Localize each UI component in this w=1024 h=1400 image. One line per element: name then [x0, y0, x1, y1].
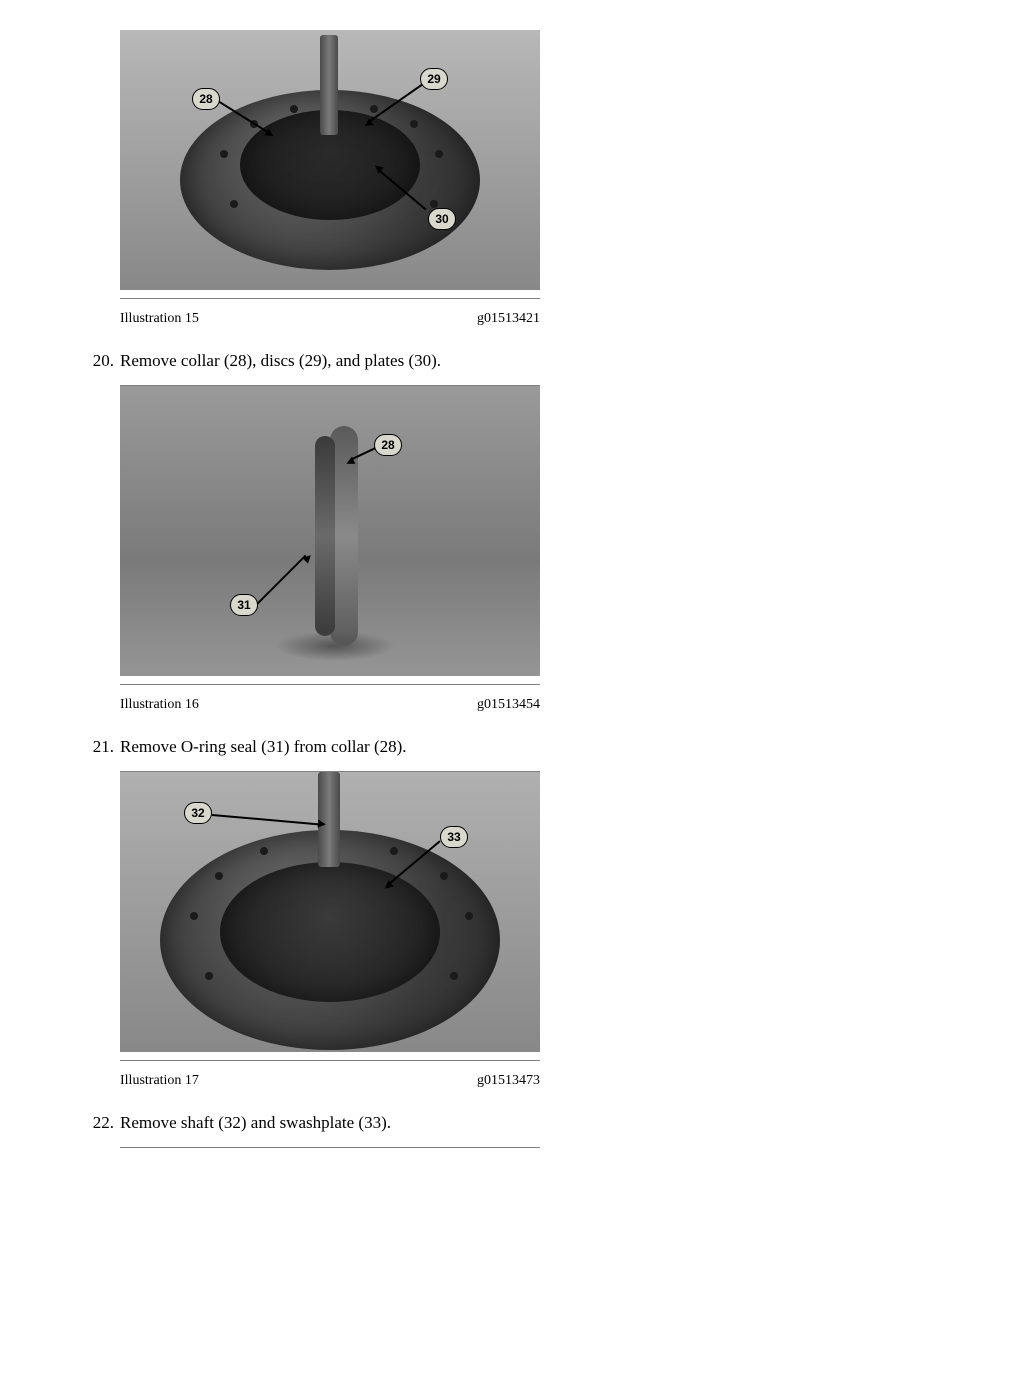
illustration-17-image: 32 33 — [120, 772, 540, 1052]
callout-31-label: 31 — [237, 598, 250, 612]
illustration-code: g01513473 — [477, 1073, 540, 1089]
step-content: Remove collar (28), discs (29), and plat… — [120, 351, 924, 371]
illustration-label: Illustration 15 — [120, 311, 199, 327]
step-content: Remove O-ring seal (31) from collar (28)… — [120, 737, 924, 757]
illustration-code: g01513421 — [477, 311, 540, 327]
callout-31: 31 — [230, 594, 258, 616]
callout-28-label: 28 — [381, 438, 394, 452]
divider — [120, 1060, 540, 1061]
callout-33: 33 — [440, 826, 468, 848]
illustration-label: Illustration 17 — [120, 1073, 199, 1089]
illustration-label: Illustration 16 — [120, 697, 199, 713]
illustration-17-caption: Illustration 17 g01513473 — [120, 1071, 540, 1101]
divider — [120, 684, 540, 685]
callout-28-fig16: 28 — [374, 434, 402, 456]
divider — [120, 1147, 540, 1148]
step-20: 20. Remove collar (28), discs (29), and … — [80, 351, 924, 371]
callout-33-label: 33 — [447, 830, 460, 844]
step-number: 22. — [80, 1113, 120, 1133]
callout-32: 32 — [184, 802, 212, 824]
callout-30-label: 30 — [435, 212, 448, 226]
illustration-15-image: 28 29 30 — [120, 30, 540, 290]
figure-16-container: 28 31 Illustration 16 g01513454 — [120, 385, 540, 725]
illustration-15-caption: Illustration 15 g01513421 — [120, 309, 540, 339]
step-number: 20. — [80, 351, 120, 371]
figure-17-container: 32 33 Illustration 17 g01513473 — [120, 771, 540, 1101]
illustration-16-caption: Illustration 16 g01513454 — [120, 695, 540, 725]
step-21: 21. Remove O-ring seal (31) from collar … — [80, 737, 924, 757]
callout-28-label: 28 — [199, 92, 212, 106]
callout-29: 29 — [420, 68, 448, 90]
callout-28: 28 — [192, 88, 220, 110]
step-number: 21. — [80, 737, 120, 757]
callout-30: 30 — [428, 208, 456, 230]
illustration-code: g01513454 — [477, 697, 540, 713]
trailing-divider-container — [120, 1147, 540, 1148]
illustration-16-image: 28 31 — [120, 386, 540, 676]
divider — [120, 298, 540, 299]
step-22: 22. Remove shaft (32) and swashplate (33… — [80, 1113, 924, 1133]
callout-29-label: 29 — [427, 72, 440, 86]
step-content: Remove shaft (32) and swashplate (33). — [120, 1113, 924, 1133]
callout-32-label: 32 — [191, 806, 204, 820]
figure-15-container: 28 29 30 Illustration 15 g01513421 — [120, 30, 540, 339]
step-20-block: 28 29 30 Illustration 15 g01513421 20. R… — [80, 30, 924, 1148]
